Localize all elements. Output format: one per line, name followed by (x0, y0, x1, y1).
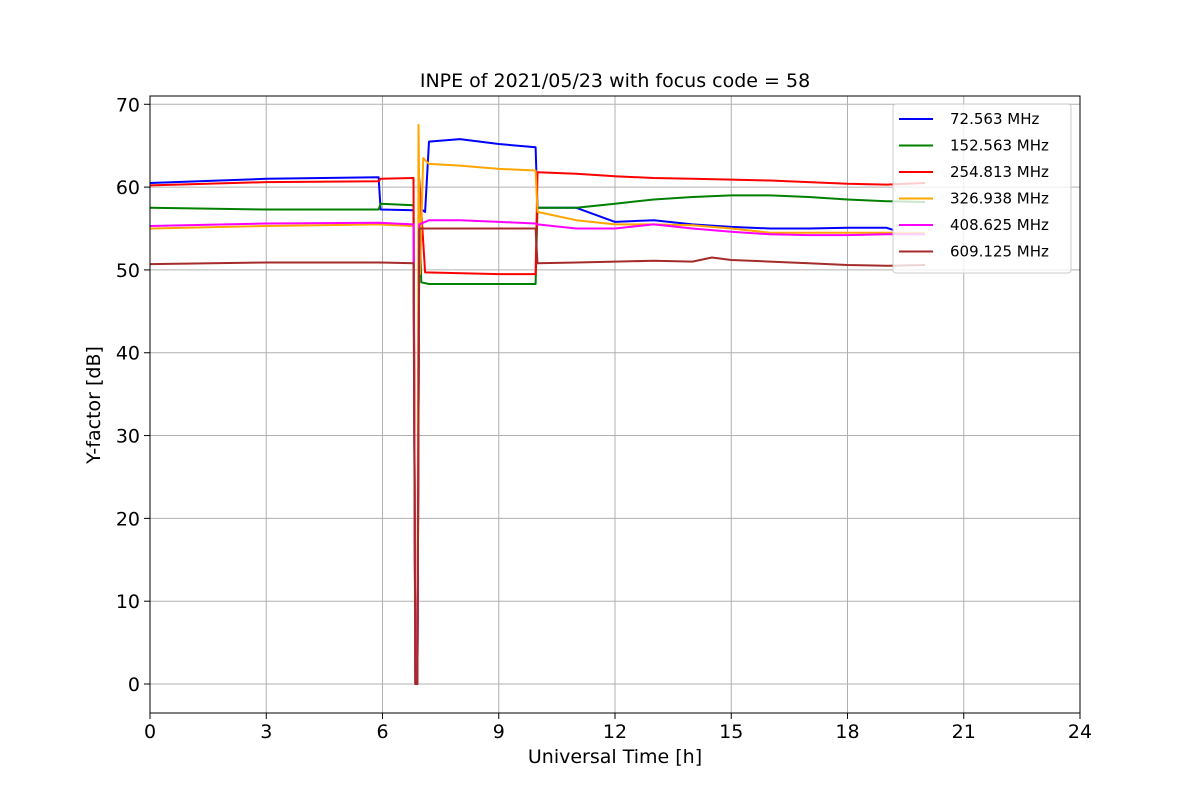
y-tick-label: 70 (116, 94, 140, 116)
legend-label: 609.125 MHz (950, 243, 1049, 261)
y-tick-label: 30 (116, 426, 140, 448)
chart-title: INPE of 2021/05/23 with focus code = 58 (420, 70, 810, 92)
axis-ticks: 0 3 6 9 12 15 18 21 24 0 10 20 30 40 50 60 70 (116, 94, 1092, 743)
y-tick-label: 0 (128, 674, 140, 696)
x-axis-label: Universal Time [h] (528, 746, 702, 768)
x-tick-label: 21 (952, 721, 976, 743)
y-tick-label: 40 (116, 343, 140, 365)
x-tick-label: 9 (493, 721, 505, 743)
legend-label: 408.625 MHz (950, 216, 1049, 234)
y-tick-label: 10 (116, 591, 140, 613)
x-tick-label: 15 (719, 721, 743, 743)
legend-label: 254.813 MHz (950, 163, 1049, 181)
y-tick-label: 20 (116, 508, 140, 530)
y-axis-label: Y-factor [dB] (83, 346, 105, 465)
legend: 72.563 MHz 152.563 MHz 254.813 MHz 326.938 … (892, 103, 1072, 274)
y-tick-label: 50 (116, 260, 140, 282)
series-line-6 (149, 227, 926, 685)
y-tick-label: 60 (116, 177, 140, 199)
legend-label: 152.563 MHz (950, 137, 1049, 155)
x-tick-label: 6 (376, 721, 388, 743)
series-lines (149, 124, 926, 685)
x-tick-label: 3 (260, 721, 272, 743)
series-line-1 (149, 138, 895, 685)
x-tick-label: 24 (1068, 721, 1092, 743)
legend-label: 326.938 MHz (950, 190, 1049, 208)
x-tick-label: 12 (603, 721, 627, 743)
legend-label: 72.563 MHz (950, 110, 1039, 128)
legend-box (892, 103, 1072, 274)
x-tick-label: 18 (835, 721, 859, 743)
grid-lines (149, 96, 1081, 713)
x-tick-label: 0 (144, 721, 156, 743)
